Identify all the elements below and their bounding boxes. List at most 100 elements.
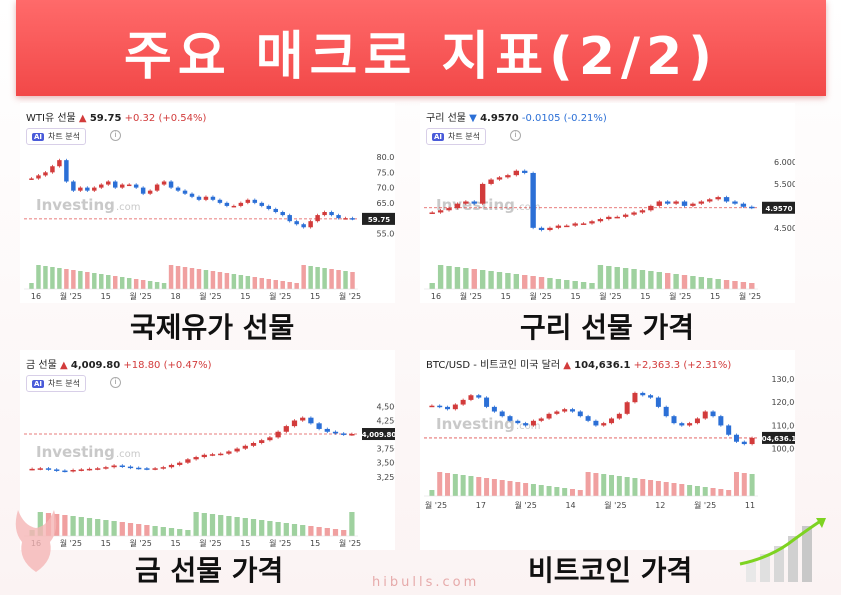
- candle: [341, 433, 347, 435]
- candle: [168, 464, 175, 468]
- candle: [681, 201, 688, 206]
- candle: [316, 423, 322, 429]
- volume-bar: [54, 514, 60, 536]
- candle: [144, 468, 150, 470]
- y-tick-label: 110,000: [771, 421, 795, 430]
- candle: [741, 441, 747, 445]
- volume-bar: [429, 490, 435, 496]
- volume-bar: [226, 516, 232, 536]
- info-icon[interactable]: i: [110, 130, 121, 141]
- volume-bar: [726, 490, 732, 496]
- volume-bar: [698, 277, 705, 289]
- candle: [710, 411, 716, 417]
- volume-bar: [70, 516, 76, 536]
- x-tick-label: 월 '25: [60, 538, 82, 548]
- candle: [189, 193, 195, 197]
- volume-bar: [648, 480, 654, 496]
- ai-analysis-button[interactable]: AI 차트 분석: [26, 128, 87, 145]
- volume-bar: [252, 277, 258, 289]
- volume-bar: [210, 271, 216, 289]
- volume-bar: [690, 276, 696, 289]
- candle: [329, 212, 334, 216]
- candle: [95, 468, 101, 470]
- candle: [161, 181, 167, 185]
- candle: [291, 420, 298, 427]
- x-tick-label: 16: [31, 292, 41, 301]
- candle: [43, 172, 48, 176]
- candle: [429, 212, 435, 214]
- volume-bar: [259, 520, 265, 536]
- y-tick-label: 5.5000: [774, 180, 795, 189]
- candle: [209, 454, 216, 456]
- x-tick-label: 16: [431, 292, 441, 301]
- candle: [538, 418, 544, 421]
- candle: [562, 409, 568, 412]
- x-tick-label: 월 '25: [604, 500, 626, 510]
- candle: [707, 199, 713, 202]
- volume-bar: [209, 514, 216, 536]
- volume-bar: [496, 272, 503, 289]
- ai-analysis-button[interactable]: AI 차트 분석: [26, 375, 87, 392]
- x-tick-label: 15: [101, 292, 111, 301]
- candle: [749, 437, 755, 445]
- page-title: 주요 매크로 지표(2/2): [124, 27, 718, 87]
- candle: [343, 218, 348, 220]
- candle: [476, 395, 482, 398]
- caption-copper: 구리 선물 가격: [520, 311, 695, 344]
- watermark: Investing: [436, 415, 515, 433]
- candle: [64, 160, 69, 182]
- last-price: 4,009.80: [70, 360, 121, 371]
- last-price-label: 59.75: [368, 216, 390, 224]
- volume-bar: [175, 266, 181, 289]
- candle: [308, 221, 313, 228]
- info-icon[interactable]: i: [510, 130, 521, 141]
- volume-bar: [522, 275, 528, 289]
- volume-bar: [177, 529, 183, 536]
- candle: [732, 201, 738, 204]
- x-tick-label: 15: [501, 292, 511, 301]
- volume-bar: [324, 528, 330, 536]
- candle: [513, 170, 519, 176]
- x-tick-label: 월 '25: [669, 291, 691, 301]
- x-tick-label: 월 '25: [739, 291, 761, 301]
- x-tick-label: 15: [170, 539, 180, 548]
- volume-bar: [119, 277, 125, 289]
- volume-bar: [632, 478, 638, 496]
- volume-bar: [336, 270, 341, 289]
- volume-bar: [154, 282, 160, 289]
- ai-analysis-button[interactable]: AI 차트 분석: [426, 128, 487, 145]
- candle: [585, 416, 591, 421]
- candle: [445, 406, 451, 410]
- volume-bar: [111, 521, 117, 536]
- candle: [522, 170, 528, 173]
- volume-bar: [316, 527, 322, 536]
- volume-bar: [136, 524, 142, 536]
- candle: [632, 392, 638, 403]
- candle: [452, 404, 458, 410]
- last-price-badge: [762, 431, 795, 444]
- ai-label: 차트 분석: [448, 132, 481, 141]
- direction-arrow: ▲: [78, 113, 87, 124]
- volume-bar: [57, 268, 62, 289]
- volume-bar: [471, 269, 477, 289]
- candle: [127, 466, 134, 469]
- candle: [250, 443, 257, 446]
- volume-bar: [554, 487, 560, 496]
- chart-panel-wti: WTI유 선물 ▲ 59.75 +0.32 (+0.54%) AI 차트 분석 i…: [20, 103, 395, 303]
- volume-bar: [624, 477, 630, 496]
- candle: [538, 227, 545, 231]
- y-tick-label: 4.5000: [774, 224, 795, 233]
- info-icon[interactable]: i: [110, 377, 121, 388]
- volume-bar: [140, 280, 146, 289]
- volume-bar: [740, 282, 747, 289]
- candle: [78, 187, 83, 191]
- x-tick-label: 14: [565, 501, 575, 510]
- volume-bar: [648, 271, 654, 289]
- watermark-suffix: .com: [516, 421, 541, 432]
- candle: [530, 172, 536, 228]
- watermark-suffix: .com: [516, 202, 541, 213]
- candle: [182, 190, 188, 194]
- volume-bar: [454, 267, 461, 289]
- watermark-suffix: .com: [116, 449, 141, 460]
- volume-bar: [640, 479, 646, 496]
